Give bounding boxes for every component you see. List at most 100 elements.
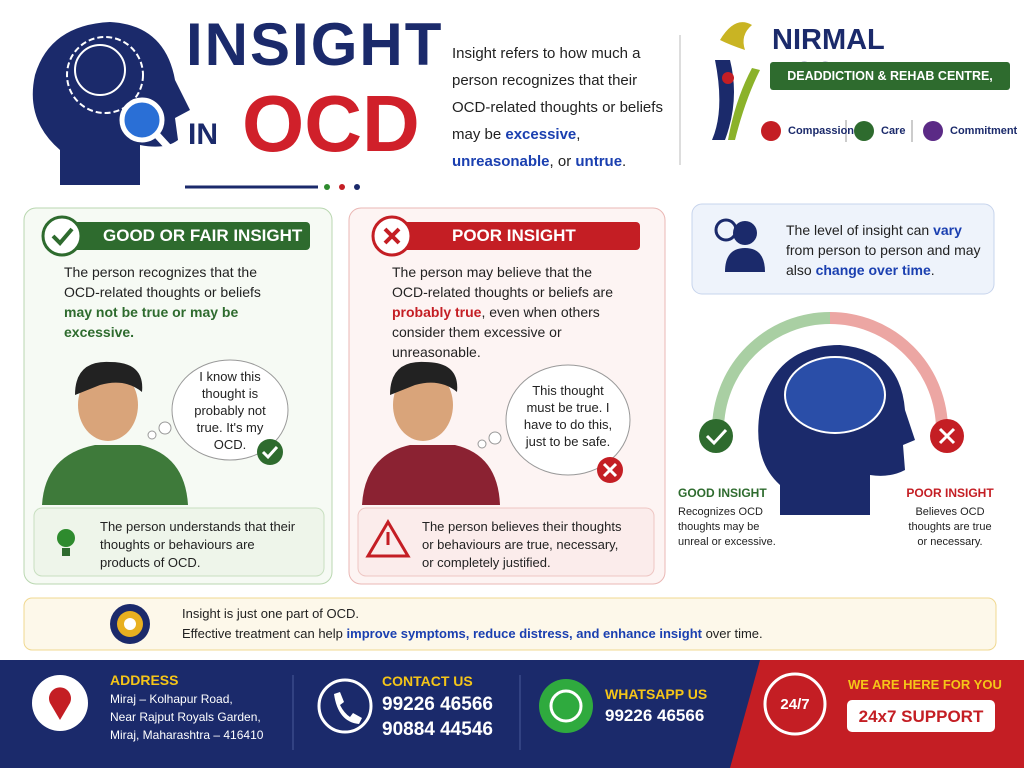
value-icon [761, 121, 781, 141]
badge: 24/7 [780, 696, 810, 713]
x-icon [383, 227, 401, 245]
address-line: Miraj – Kolhapur Road, [110, 692, 233, 706]
support-box [847, 700, 995, 732]
warning-icon [365, 519, 411, 558]
poor-insight-label: POOR INSIGHT [906, 486, 994, 500]
poor-note-box [357, 507, 655, 577]
value: Commitment [950, 125, 1018, 137]
value-icon [923, 121, 943, 141]
head-icon [32, 22, 191, 185]
thought-bubble [505, 364, 631, 476]
poor-note: The person believes their thoughts or be… [422, 519, 622, 570]
text: The level of insight can [786, 222, 934, 238]
thought-bubble [477, 439, 487, 449]
thought-bubble [158, 421, 172, 435]
title: INSIGHT [186, 11, 444, 78]
intro-text: , [576, 126, 581, 143]
phone[interactable]: 99226 46566 [382, 694, 493, 715]
text: The person may believe that the OCD-rela… [392, 264, 613, 300]
check-icon [699, 419, 733, 453]
tangle [74, 44, 126, 96]
phone[interactable]: 90884 44546 [382, 719, 493, 740]
tangle [66, 36, 144, 114]
x-icon [602, 462, 618, 478]
logo [728, 68, 760, 140]
hospital-subtitle: DEADDICTION & REHAB CENTRE, MIRAJ [770, 62, 1010, 111]
address: Miraj – Kolhapur Road, Near Rajput Royals… [110, 690, 263, 744]
intro-text: . [622, 153, 627, 170]
whatsapp-label: WHATSAPP US [605, 686, 708, 702]
spectrum-arc-good [712, 312, 831, 431]
value: Care [881, 125, 906, 137]
brain [784, 356, 886, 434]
location-icon [48, 687, 72, 720]
good-insight-label: GOOD INSIGHT [678, 486, 767, 500]
highlight: change over time [815, 262, 931, 278]
person-body [42, 445, 188, 505]
logo [722, 72, 734, 84]
address-label: ADDRESS [110, 672, 179, 688]
people-icon [733, 221, 757, 245]
people-icon [725, 248, 765, 272]
highlight: vary [933, 222, 962, 238]
people-icon [714, 218, 738, 242]
intro-highlight: unreasonable [452, 153, 550, 170]
intro-text: Insight refers to how much a person reco… [452, 45, 663, 143]
check-icon [41, 215, 83, 257]
intro-highlight: excessive [505, 126, 577, 143]
highlight: may not be true or may be excessive. [64, 304, 239, 340]
contact-label: CONTACT US [382, 673, 473, 689]
variation: The level of insight can vary from perso… [786, 220, 986, 280]
magnifier-handle [154, 132, 183, 163]
value: Compassion [788, 125, 855, 137]
support-label: WE ARE HERE FOR YOU [848, 677, 1002, 692]
dot [339, 184, 345, 190]
good-thought: I know this thought is probably not true… [194, 369, 266, 452]
magnifier [119, 97, 165, 143]
support: 24x7 SUPPORT [858, 707, 984, 726]
dot [354, 184, 360, 190]
poor-heading: POOR INSIGHT [452, 226, 576, 245]
spectrum-arc-poor [829, 312, 948, 431]
bulb-icon [62, 548, 70, 556]
good-insight-text: Recognizes OCD thoughts may be unreal or… [678, 506, 776, 548]
target-icon [124, 618, 136, 630]
good-note: The person understands that their though… [100, 519, 296, 570]
dot [324, 184, 330, 190]
whatsapp[interactable]: 99226 46566 [605, 706, 705, 725]
whatsapp-icon [549, 689, 583, 723]
person-body [362, 445, 500, 505]
thought-bubble [147, 430, 157, 440]
text: , even when others consider them excessi… [392, 304, 600, 360]
intro-text: , or [549, 153, 576, 170]
person-hair [75, 361, 143, 395]
phone-icon [334, 692, 362, 724]
good-description: The person recognizes that the OCD-relat… [64, 262, 289, 342]
support-icon [763, 672, 827, 736]
bulb-icon [57, 529, 75, 547]
highlight: probably true [392, 304, 482, 320]
good-note-box [33, 507, 325, 577]
poor-heading-bg [375, 222, 640, 250]
logo [720, 22, 752, 50]
text: over time. [701, 626, 763, 641]
poor-description: The person may believe that the OCD-rela… [392, 262, 617, 362]
address-line: Near Rajput Royals Garden, [110, 710, 261, 724]
thought-bubble [171, 359, 289, 461]
variation-box [691, 203, 995, 295]
thought-bubble [488, 431, 502, 445]
whatsapp-icon [539, 679, 593, 733]
person-hair [390, 361, 458, 395]
value-icon [854, 121, 874, 141]
check-icon [705, 428, 728, 446]
check-icon [257, 439, 283, 465]
banner-line1: Insight is just one part of OCD. [182, 606, 360, 621]
highlight: improve symptoms, reduce distress, and e… [346, 626, 702, 641]
text: . [930, 262, 935, 278]
good-heading-bg [45, 222, 310, 250]
text: Effective treatment can help [182, 626, 347, 641]
text: The person recognizes that the OCD-relat… [64, 264, 261, 300]
phone-icon [317, 678, 373, 734]
